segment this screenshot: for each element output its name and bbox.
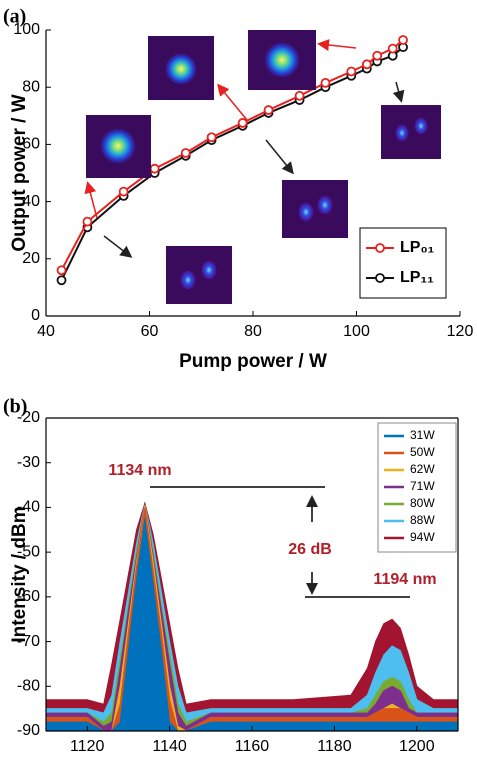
y-tick-label: -30 — [17, 454, 40, 471]
x-tick-label: 60 — [141, 323, 159, 340]
marker — [321, 79, 329, 87]
x-tick-label: 1120 — [70, 738, 105, 755]
y-tick-label: -20 — [17, 409, 40, 426]
legend: 31W 50W 62W 71W 80W 88W 94W — [378, 423, 456, 552]
x-tick-label: 120 — [447, 323, 474, 340]
y-tick-label: 100 — [13, 21, 40, 38]
marker — [296, 92, 304, 100]
annotation: 26 dB — [288, 541, 332, 558]
annotation: 1194 nm — [373, 571, 436, 588]
y-tick-label: -80 — [17, 678, 40, 695]
marker — [239, 119, 247, 127]
marker — [208, 133, 216, 141]
marker — [389, 45, 397, 53]
annotation: 1134 nm — [108, 462, 171, 479]
legend: LP₀₁ LP₁₁ — [360, 228, 446, 298]
y-tick-label: 80 — [22, 78, 40, 95]
marker — [265, 106, 273, 114]
x-tick-label: 40 — [37, 323, 55, 340]
figure: (b)-90-80-70-60-50-40-30-201120114011601… — [0, 0, 477, 768]
legend-label: LP₀₁ — [400, 239, 435, 256]
legend-label: LP₁₁ — [400, 269, 434, 286]
x-tick-label: 1200 — [399, 738, 435, 755]
x-tick-label: 1160 — [235, 738, 270, 755]
y-tick-label: 0 — [31, 307, 40, 324]
marker — [373, 52, 381, 60]
x-axis-title: Pump power / W — [179, 351, 327, 372]
page: (b)-90-80-70-60-50-40-30-201120114011601… — [0, 0, 477, 768]
marker — [58, 266, 66, 274]
marker — [120, 188, 128, 196]
legend-label: 94W — [410, 530, 435, 544]
legend-label: 71W — [410, 479, 435, 493]
marker — [83, 218, 91, 226]
x-tick-label: 1140 — [152, 738, 187, 755]
x-tick-label: 100 — [343, 323, 370, 340]
marker — [151, 165, 159, 173]
y-axis-title: Output power / W — [9, 94, 30, 251]
x-tick-label: 80 — [244, 323, 262, 340]
x-tick-label: 1180 — [317, 738, 352, 755]
legend-label: 80W — [410, 496, 435, 510]
marker — [182, 149, 190, 157]
y-axis-title: Intensity / dBm — [9, 506, 30, 642]
y-tick-label: -90 — [17, 722, 40, 739]
legend-label: 62W — [410, 462, 435, 476]
legend-label: 88W — [410, 513, 435, 527]
marker — [399, 36, 407, 44]
legend-marker — [376, 274, 384, 282]
marker — [58, 276, 66, 284]
legend-label: 31W — [410, 428, 435, 442]
legend-marker — [376, 244, 384, 252]
marker — [347, 67, 355, 75]
marker — [363, 60, 371, 68]
legend-label: 50W — [410, 445, 435, 459]
